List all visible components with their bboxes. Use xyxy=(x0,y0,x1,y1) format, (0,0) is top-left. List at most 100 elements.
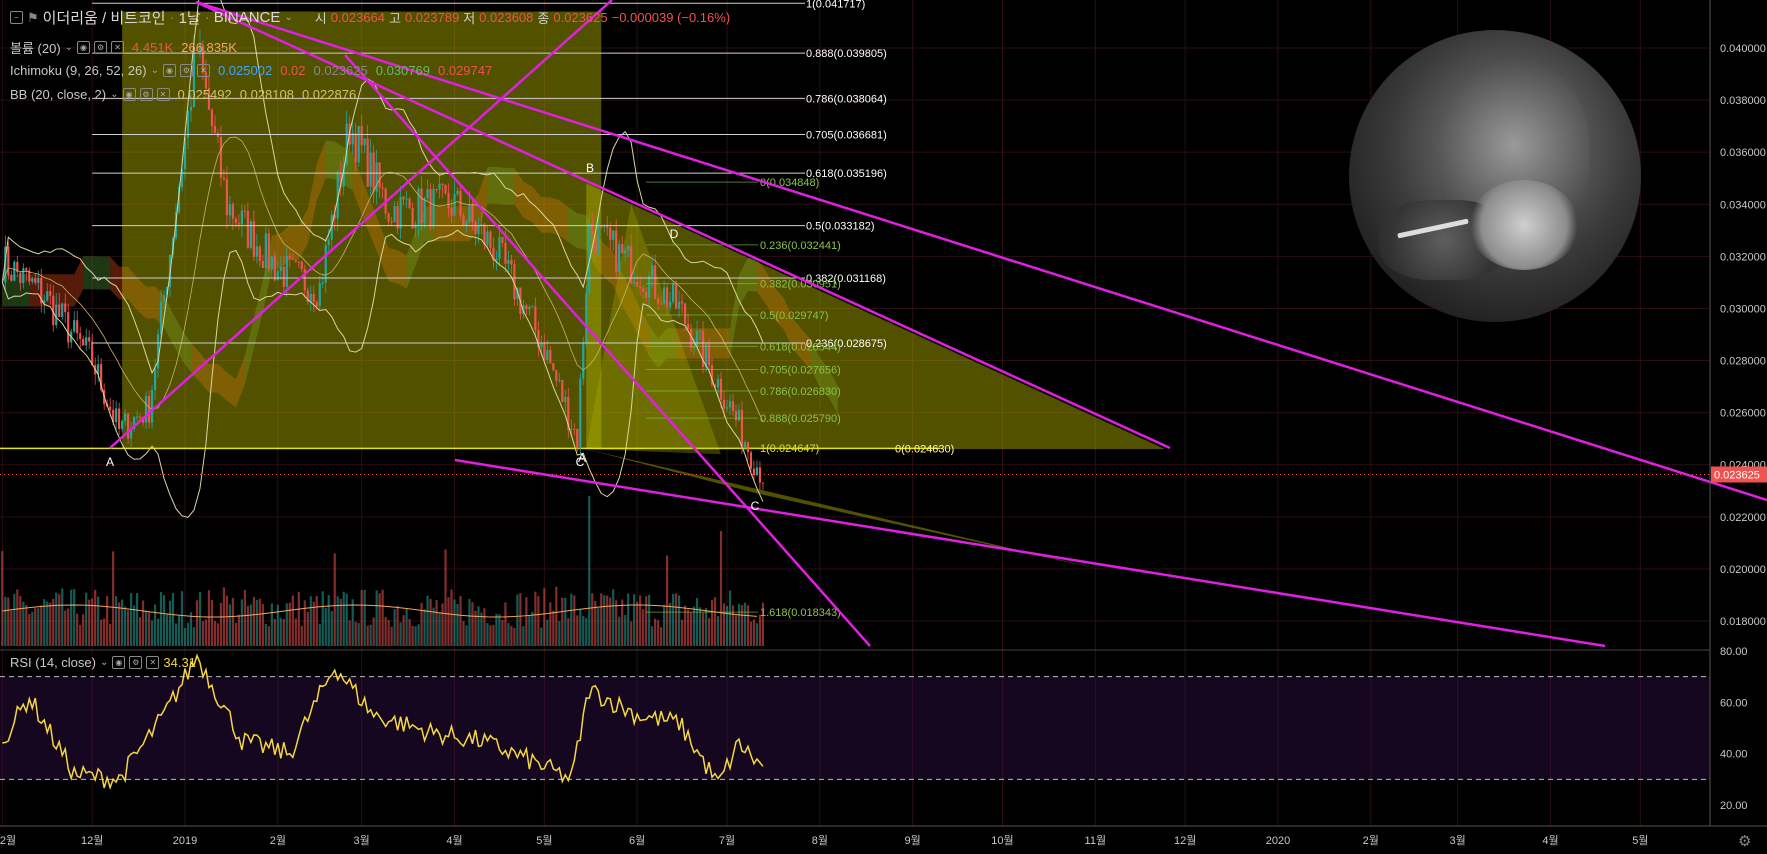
gear-icon[interactable]: ⚙ xyxy=(94,41,108,54)
interval-label[interactable]: 1날 xyxy=(178,10,201,27)
chevron-down-icon[interactable]: ⌄ xyxy=(284,12,293,23)
candle-body xyxy=(450,208,453,216)
cloud-segment xyxy=(505,168,515,205)
candle-body xyxy=(127,413,130,439)
time-tick-label: 2월 xyxy=(270,834,286,847)
price-tick-label: 0.036000 xyxy=(1720,147,1766,159)
volume-bar xyxy=(618,616,621,646)
candle-body xyxy=(124,413,127,421)
candle-body xyxy=(423,198,426,224)
close-value: 0.023625 xyxy=(553,10,608,25)
indicator-legend-1[interactable]: Ichimoku (9, 26, 52, 26) ⌄ ◉ ⚙ ✕ 0.025002 0.02… xyxy=(10,63,492,78)
volume-bar xyxy=(13,593,16,646)
high-label: 고 xyxy=(389,11,401,26)
volume-bar xyxy=(219,602,223,646)
candle-body xyxy=(198,45,202,51)
chevron-down-icon[interactable]: ⌄ xyxy=(150,65,159,76)
fib-level-label: 0.382(0.031168) xyxy=(806,273,886,285)
candle-body xyxy=(728,401,732,408)
candle-body xyxy=(447,193,450,209)
volume-bar xyxy=(528,615,531,646)
close-icon[interactable]: ✕ xyxy=(196,64,210,77)
settings-gear-icon[interactable]: ⚙ xyxy=(1738,833,1752,850)
time-tick-label: 10월 xyxy=(991,834,1013,847)
volume-bar xyxy=(405,608,408,646)
volume-bar xyxy=(204,619,208,646)
cloud-segment xyxy=(289,225,299,260)
candle-body xyxy=(135,416,139,418)
volume-bar xyxy=(228,604,232,646)
candle-body xyxy=(671,283,675,302)
volume-bar xyxy=(282,619,285,646)
close-icon[interactable]: ✕ xyxy=(146,656,160,669)
cloud-segment xyxy=(532,186,542,233)
volume-bar xyxy=(297,591,300,646)
candle-body xyxy=(695,331,699,348)
chevron-down-icon[interactable]: ⌄ xyxy=(110,89,119,100)
rsi-pane xyxy=(0,649,1710,790)
cloud-segment xyxy=(810,339,820,387)
fib-level-label: 0.786(0.038064) xyxy=(806,93,887,105)
candle-body xyxy=(243,210,246,212)
volume-bar xyxy=(645,596,648,646)
symbol-title[interactable]: 이더리움 / 비트코인 xyxy=(42,10,166,27)
volume-bar xyxy=(525,597,528,646)
indicator-name[interactable]: BB (20, close, 2) xyxy=(10,87,107,102)
volume-bar xyxy=(28,614,31,646)
indicator-name[interactable]: 볼륨 (20) xyxy=(10,41,61,56)
volume-bar xyxy=(567,618,570,646)
rsi-legend[interactable]: RSI (14, close) ⌄ ◉ ⚙ ✕ 34.31 xyxy=(10,655,196,670)
volume-bar xyxy=(180,591,184,646)
candle-body xyxy=(510,260,513,265)
candle-body xyxy=(396,206,399,229)
candle-body xyxy=(669,301,672,308)
candle-body xyxy=(112,409,115,423)
close-icon[interactable]: ✕ xyxy=(156,88,170,101)
eye-icon[interactable]: ◉ xyxy=(77,41,91,54)
indicator-legend-2[interactable]: BB (20, close, 2) ⌄ ◉ ⚙ ✕ 0.025492 0.028108 0.0… xyxy=(10,87,356,102)
indicator-name[interactable]: Ichimoku (9, 26, 52, 26) xyxy=(10,63,147,78)
symbol-row[interactable]: − ⚑ 이더리움 / 비트코인 · 1날 · BINANCE ⌄ 시 0.023… xyxy=(10,7,730,28)
gear-icon[interactable]: ⚙ xyxy=(179,64,193,77)
candle-body xyxy=(189,106,193,111)
eye-icon[interactable]: ◉ xyxy=(162,64,176,77)
volume-bar xyxy=(52,598,55,646)
candle-body xyxy=(719,378,723,400)
candle-body xyxy=(153,368,157,390)
exchange-label[interactable]: BINANCE xyxy=(213,9,281,26)
candle-body xyxy=(489,231,492,248)
volume-bar xyxy=(363,589,366,646)
gear-icon[interactable]: ⚙ xyxy=(139,88,153,101)
close-icon[interactable]: ✕ xyxy=(111,41,125,54)
candle-body xyxy=(552,363,555,371)
cloud-segment xyxy=(65,274,75,307)
volume-bar xyxy=(660,627,663,646)
volume-bar xyxy=(246,606,249,646)
chevron-down-icon[interactable]: ⌄ xyxy=(64,42,74,53)
rsi-legend-name[interactable]: RSI (14, close) xyxy=(10,655,96,670)
volume-bar xyxy=(743,602,747,646)
candle-body xyxy=(486,231,489,245)
candle-body xyxy=(642,288,645,292)
volume-bar xyxy=(390,626,393,646)
volume-bar xyxy=(7,597,10,646)
eye-icon[interactable]: ◉ xyxy=(112,656,126,669)
indicator-legend-0[interactable]: 볼륨 (20) ⌄ ◉ ⚙ ✕ 4.451K 266.835K xyxy=(10,38,237,57)
candle-body xyxy=(540,343,543,348)
candle-body xyxy=(115,408,118,423)
volume-bar xyxy=(70,589,73,646)
candle-body xyxy=(46,291,49,301)
fib-sub-label: 0.236(0.032441) xyxy=(760,240,841,252)
volume-bar xyxy=(651,626,654,646)
chevron-down-icon[interactable]: ⌄ xyxy=(99,657,109,668)
cloud-segment xyxy=(20,274,30,307)
collapse-icon[interactable]: − xyxy=(10,11,23,24)
volume-bar xyxy=(692,606,696,646)
rsi-tick-label: 20.00 xyxy=(1720,800,1748,812)
cloud-segment xyxy=(568,206,578,249)
eye-icon[interactable]: ◉ xyxy=(122,88,136,101)
gear-icon[interactable]: ⚙ xyxy=(129,656,143,669)
candle-body xyxy=(22,268,25,284)
volume-bar xyxy=(680,619,684,646)
candle-body xyxy=(698,330,702,332)
